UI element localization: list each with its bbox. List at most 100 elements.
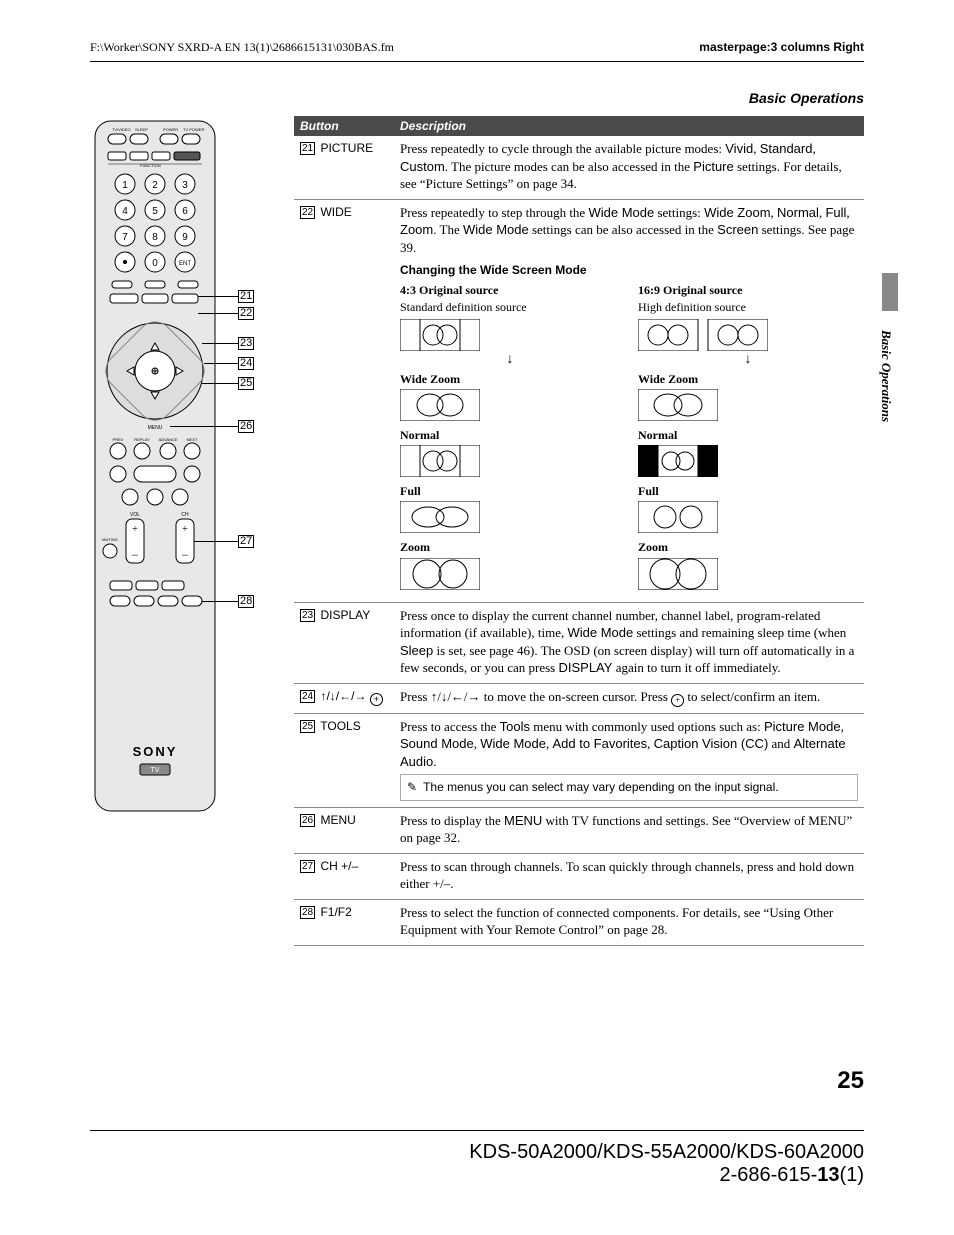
desc-wide: Press repeatedly to step through the Wid… <box>394 199 864 602</box>
svg-text:7: 7 <box>122 232 128 243</box>
callout-27: 27 <box>238 535 254 548</box>
mode-zoom-169: Zoom <box>638 539 858 555</box>
callout-26: 26 <box>238 420 254 433</box>
desc-f1f2: Press to select the function of connecte… <box>394 899 864 945</box>
rownum-23: 23 <box>300 609 315 622</box>
desc-arrows: Press ↑/↓/←/→ to move the on-screen curs… <box>394 683 864 713</box>
svg-text:8: 8 <box>152 232 158 243</box>
svg-text:TV: TV <box>151 767 160 774</box>
svg-text:CH: CH <box>181 512 189 518</box>
row-wide: 22 WIDE Press repeatedly to step through… <box>294 199 864 602</box>
svg-text:POWER: POWER <box>163 127 178 132</box>
center-button-icon-inline: + <box>671 694 684 707</box>
callout-28: 28 <box>238 595 254 608</box>
header-path: F:\Worker\SONY SXRD-A EN 13(1)\268661513… <box>90 40 394 55</box>
rownum-28: 28 <box>300 906 315 919</box>
svg-text:3: 3 <box>182 180 188 191</box>
svg-text:6: 6 <box>182 206 188 217</box>
desc-ch: Press to scan through channels. To scan … <box>394 853 864 899</box>
callout-21: 21 <box>238 290 254 303</box>
mode-zoom-43: Zoom <box>400 539 620 555</box>
btn-menu: MENU <box>320 813 355 827</box>
row-display: 23 DISPLAY Press once to display the cur… <box>294 602 864 683</box>
svg-text:PREV: PREV <box>113 437 124 442</box>
svg-text:MENU: MENU <box>148 425 163 431</box>
callout-25: 25 <box>238 377 254 390</box>
svg-text:0: 0 <box>152 258 158 269</box>
btn-arrows: ↑/↓/←/→ <box>320 689 366 703</box>
row-f1f2: 28 F1/F2 Press to select the function of… <box>294 899 864 945</box>
btn-display: DISPLAY <box>320 608 370 622</box>
svg-text:TV POWER: TV POWER <box>183 127 204 132</box>
desc-display: Press once to display the current channe… <box>394 602 864 683</box>
mode-normal-43: Normal <box>400 427 620 443</box>
rownum-22: 22 <box>300 206 315 219</box>
row-tools: 25 TOOLS Press to access the Tools menu … <box>294 713 864 807</box>
aspect-43-original: ↓ <box>400 317 620 367</box>
svg-text:4: 4 <box>122 206 128 217</box>
th-description: Description <box>394 116 864 136</box>
svg-text:ADVANCE: ADVANCE <box>158 437 177 442</box>
header-masterpage: masterpage:3 columns Right <box>699 40 864 55</box>
svg-text:−: − <box>182 548 189 562</box>
svg-text:NEXT: NEXT <box>187 437 198 442</box>
wide-mode-grid: 4:3 Original source Standard definition … <box>400 282 858 591</box>
note-icon: ✎ <box>407 779 417 795</box>
svg-text:TV/VIDEO: TV/VIDEO <box>112 127 131 132</box>
row-arrows: 24 ↑/↓/←/→ + Press ↑/↓/←/→ to move the o… <box>294 683 864 713</box>
th-button: Button <box>294 116 394 136</box>
row-picture: 21 PICTURE Press repeatedly to cycle thr… <box>294 136 864 199</box>
svg-text:MUTING: MUTING <box>102 537 118 542</box>
svg-text:−: − <box>132 548 139 562</box>
footer-models: KDS-50A2000/KDS-55A2000/KDS-60A2000 <box>90 1141 864 1164</box>
rownum-27: 27 <box>300 860 315 873</box>
mode-widezoom-43: Wide Zoom <box>400 371 620 387</box>
tools-note-text: The menus you can select may vary depend… <box>423 779 779 795</box>
callout-23: 23 <box>238 337 254 350</box>
button-reference-table: Button Description 21 PICTURE Press repe… <box>294 116 864 946</box>
remote-svg: TV/VIDEO SLEEP POWER TV POWER FUNCTION 1… <box>90 116 220 816</box>
svg-text:VOL: VOL <box>130 512 140 518</box>
col-43-sub: Standard definition source <box>400 299 620 315</box>
mode-widezoom-169: Wide Zoom <box>638 371 858 387</box>
svg-text:REPLAY: REPLAY <box>134 437 150 442</box>
svg-text:2: 2 <box>152 180 158 191</box>
desc-picture: Press repeatedly to cycle through the av… <box>394 136 864 199</box>
row-menu: 26 MENU Press to display the MENU with T… <box>294 807 864 853</box>
footer: KDS-50A2000/KDS-55A2000/KDS-60A2000 2-68… <box>90 1130 864 1187</box>
rownum-26: 26 <box>300 814 315 827</box>
desc-tools: Press to access the Tools menu with comm… <box>394 713 864 807</box>
svg-text:SLEEP: SLEEP <box>135 127 148 132</box>
col-169-sub: High definition source <box>638 299 858 315</box>
svg-text:+: + <box>132 524 138 535</box>
svg-text:SONY: SONY <box>133 744 178 759</box>
page-header: F:\Worker\SONY SXRD-A EN 13(1)\268661513… <box>90 40 864 55</box>
remote-illustration-column: TV/VIDEO SLEEP POWER TV POWER FUNCTION 1… <box>90 116 270 816</box>
btn-tools: TOOLS <box>320 719 360 733</box>
btn-wide: WIDE <box>320 205 351 219</box>
side-tab-label: Basic Operations <box>878 330 894 422</box>
reference-table-column: Button Description 21 PICTURE Press repe… <box>294 116 864 946</box>
side-thumb-mark <box>882 273 898 311</box>
tools-note: ✎ The menus you can select may vary depe… <box>400 774 858 800</box>
col-169-header: 16:9 Original source <box>638 282 858 298</box>
btn-ch: CH +/– <box>320 859 358 873</box>
callout-22: 22 <box>238 307 254 320</box>
btn-f1f2: F1/F2 <box>320 905 351 919</box>
row-ch: 27 CH +/– Press to scan through channels… <box>294 853 864 899</box>
center-button-icon: + <box>370 693 383 706</box>
svg-text:1: 1 <box>122 180 128 191</box>
rownum-21: 21 <box>300 142 315 155</box>
rownum-25: 25 <box>300 720 315 733</box>
header-rule <box>90 61 864 62</box>
wide-subhead: Changing the Wide Screen Mode <box>400 262 858 278</box>
svg-text:9: 9 <box>182 232 188 243</box>
svg-text:5: 5 <box>152 206 158 217</box>
mode-full-43: Full <box>400 483 620 499</box>
col-43-header: 4:3 Original source <box>400 282 620 298</box>
svg-text:ENT: ENT <box>179 261 191 267</box>
section-title: Basic Operations <box>90 90 864 106</box>
page-number: 25 <box>837 1067 864 1095</box>
svg-text:+: + <box>182 524 188 535</box>
callout-24: 24 <box>238 357 254 370</box>
